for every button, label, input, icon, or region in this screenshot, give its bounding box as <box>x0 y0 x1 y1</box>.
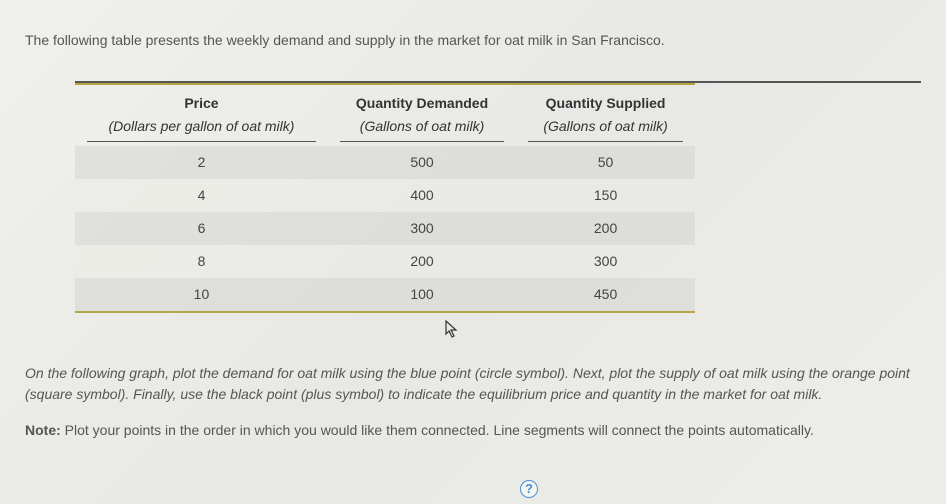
cell-demanded: 300 <box>328 212 516 245</box>
header-demanded: Quantity Demanded (Gallons of oat milk) <box>328 84 516 146</box>
cell-supplied: 300 <box>516 245 695 278</box>
cell-demanded: 500 <box>328 146 516 179</box>
market-table-container: Price (Dollars per gallon of oat milk) Q… <box>75 81 921 313</box>
intro-text: The following table presents the weekly … <box>25 30 921 51</box>
cell-supplied: 50 <box>516 146 695 179</box>
header-demanded-title: Quantity Demanded <box>356 95 488 111</box>
cursor-icon <box>445 320 459 346</box>
cell-demanded: 400 <box>328 179 516 212</box>
table-row: 8 200 300 <box>75 245 695 278</box>
cell-price: 2 <box>75 146 328 179</box>
header-supplied: Quantity Supplied (Gallons of oat milk) <box>516 84 695 146</box>
plot-note: Note: Plot your points in the order in w… <box>25 420 921 441</box>
help-icon[interactable]: ? <box>520 480 538 498</box>
cell-price: 8 <box>75 245 328 278</box>
header-supplied-sub: (Gallons of oat milk) <box>528 116 683 142</box>
cell-supplied: 200 <box>516 212 695 245</box>
header-price: Price (Dollars per gallon of oat milk) <box>75 84 328 146</box>
graph-instructions: On the following graph, plot the demand … <box>25 363 921 405</box>
header-price-sub: (Dollars per gallon of oat milk) <box>87 116 316 142</box>
header-price-title: Price <box>184 95 218 111</box>
table-row: 2 500 50 <box>75 146 695 179</box>
header-supplied-title: Quantity Supplied <box>546 95 666 111</box>
cell-supplied: 150 <box>516 179 695 212</box>
note-label: Note: <box>25 422 61 438</box>
cell-price: 4 <box>75 179 328 212</box>
cell-demanded: 200 <box>328 245 516 278</box>
cell-price: 10 <box>75 278 328 311</box>
cell-demanded: 100 <box>328 278 516 311</box>
table-row: 6 300 200 <box>75 212 695 245</box>
table-body: 2 500 50 4 400 150 6 300 200 8 200 300 1… <box>75 146 695 311</box>
cell-price: 6 <box>75 212 328 245</box>
note-text: Plot your points in the order in which y… <box>61 422 814 438</box>
market-table: Price (Dollars per gallon of oat milk) Q… <box>75 83 695 311</box>
header-demanded-sub: (Gallons of oat milk) <box>340 116 504 142</box>
table-row: 4 400 150 <box>75 179 695 212</box>
cell-supplied: 450 <box>516 278 695 311</box>
table-row: 10 100 450 <box>75 278 695 311</box>
